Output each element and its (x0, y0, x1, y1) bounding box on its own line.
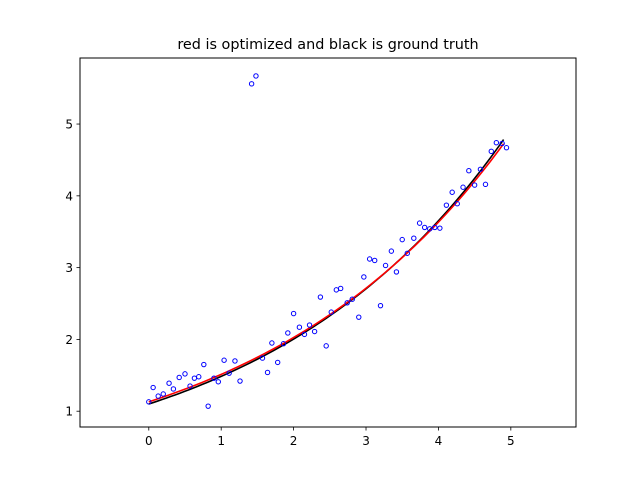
data-point (160, 391, 166, 397)
data-point (399, 236, 405, 243)
data-point (366, 256, 373, 262)
data-point (296, 324, 303, 330)
data-point (432, 224, 438, 231)
data-point (356, 314, 362, 320)
data-point (253, 73, 259, 79)
data-point (482, 181, 489, 188)
data-point (454, 201, 460, 207)
data-point (146, 399, 152, 405)
data-point (274, 359, 281, 366)
data-point (166, 380, 172, 386)
data-point (264, 369, 271, 376)
data-point (150, 384, 156, 391)
data-point (421, 224, 428, 231)
data-point (280, 341, 287, 347)
data-point (372, 257, 378, 264)
data-point (306, 322, 313, 328)
x-tick-label: 0 (145, 434, 153, 448)
data-point (196, 374, 202, 380)
data-point (460, 184, 466, 190)
y-tick-label: 3 (65, 261, 73, 275)
data-point (361, 274, 367, 280)
data-point (201, 361, 207, 368)
data-point (377, 302, 384, 309)
data-point (328, 309, 334, 315)
data-point (285, 330, 291, 336)
ground-truth-curve (148, 139, 505, 405)
data-point (317, 294, 324, 300)
data-point (411, 235, 417, 241)
data-point (170, 386, 177, 392)
data-point (499, 140, 505, 147)
data-point (155, 393, 161, 399)
y-tick-label: 5 (65, 118, 73, 132)
data-point (221, 357, 227, 363)
data-point (349, 296, 355, 302)
data-point (471, 182, 478, 188)
x-tick-label: 5 (507, 434, 515, 448)
y-tick-label: 4 (65, 189, 73, 203)
data-point (187, 383, 193, 389)
data-point (232, 358, 238, 364)
data-point (503, 145, 510, 151)
y-tick-label: 2 (65, 333, 73, 347)
data-point (493, 140, 500, 146)
data-point (248, 81, 255, 87)
data-point (416, 220, 423, 226)
data-points (146, 73, 510, 409)
data-point (205, 403, 211, 409)
data-point (449, 189, 455, 195)
data-point (269, 340, 275, 346)
data-point (290, 310, 297, 317)
data-point (427, 226, 433, 232)
data-point (393, 269, 400, 275)
data-point (382, 262, 389, 269)
plot-frame (79, 57, 577, 428)
data-point (488, 148, 494, 155)
data-point (301, 331, 308, 338)
data-point (323, 343, 329, 349)
data-point (226, 370, 232, 376)
data-point (337, 285, 344, 292)
fit-lines (148, 139, 505, 405)
data-point (466, 168, 472, 174)
data-point (311, 328, 318, 335)
data-point (404, 250, 410, 256)
optimized-curve (148, 143, 505, 403)
data-point (437, 225, 443, 231)
data-point (215, 379, 222, 385)
data-point (211, 375, 217, 381)
chart-title: red is optimized and black is ground tru… (177, 37, 478, 53)
data-point (443, 202, 450, 208)
data-point (388, 248, 395, 254)
data-point (237, 378, 243, 384)
x-tick-label: 4 (435, 434, 443, 448)
x-tick-label: 1 (217, 434, 225, 448)
data-point (176, 374, 182, 381)
data-point (344, 300, 350, 306)
axis-ticks: 0 1 2 3 4 5 1 2 3 4 5 (65, 118, 514, 448)
x-tick-label: 2 (290, 434, 298, 448)
data-point (477, 166, 484, 172)
data-point (259, 355, 266, 361)
data-point (182, 371, 188, 377)
x-tick-label: 3 (362, 434, 370, 448)
y-tick-label: 1 (65, 405, 73, 419)
